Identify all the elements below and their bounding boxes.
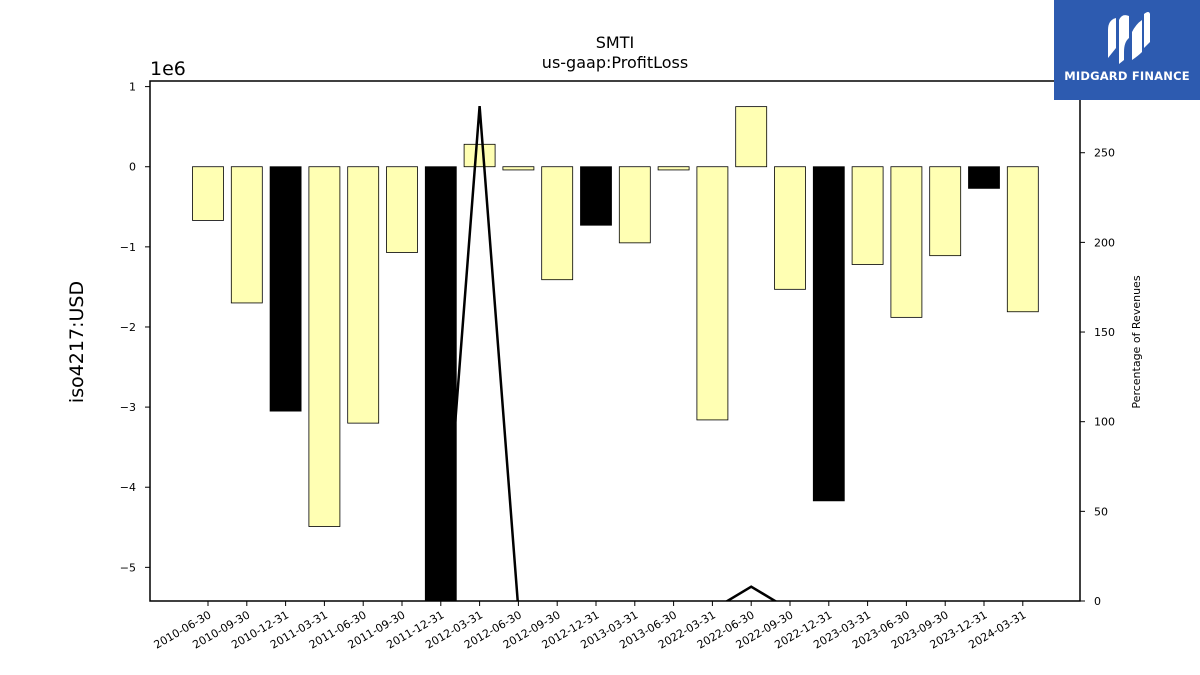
bar-2010-09-30 (230, 166, 263, 304)
y-right-tick-label: 200 (1094, 236, 1115, 249)
bar-2024-03-31 (1006, 166, 1039, 313)
bar-2022-03-31 (696, 166, 729, 421)
bar-group (192, 106, 1039, 601)
x-ticks: 2010-06-302010-09-302010-12-312011-03-31… (152, 601, 1028, 652)
bar-2023-03-31 (851, 166, 884, 265)
bar-2012-06-30 (502, 166, 535, 171)
bar-2022-12-31 (812, 166, 845, 502)
bar-2011-09-30 (386, 166, 418, 253)
bar-2013-06-30 (657, 166, 690, 171)
y-axis-label-right: Percentage of Revenues (1130, 275, 1143, 408)
line-segment-2 (724, 585, 778, 601)
y-tick-label: −2 (120, 321, 136, 334)
plot-frame (149, 80, 1081, 602)
y-right-tick-label: 150 (1094, 326, 1115, 339)
line-group (440, 106, 778, 601)
y-tick-label: −4 (120, 481, 136, 494)
bar-2011-12-31 (424, 166, 457, 601)
y-tick-label: 0 (129, 161, 136, 174)
bar-2010-12-31 (269, 166, 302, 412)
bar-2022-06-30 (735, 106, 768, 168)
y-right-tick-label: 0 (1094, 595, 1101, 608)
bar-2023-06-30 (890, 166, 923, 318)
bar-2013-03-31 (618, 166, 651, 244)
bar-2012-03-31 (463, 143, 496, 168)
y-exponent-label: 1e6 (150, 58, 186, 80)
y-right-tick-label: 100 (1094, 416, 1115, 429)
y-right-tick-label: 50 (1094, 505, 1108, 518)
bar-2012-09-30 (541, 166, 574, 281)
chart-subtitle: us-gaap:ProfitLoss (542, 53, 688, 72)
bar-2022-09-30 (774, 166, 806, 290)
y-tick-label: −5 (120, 561, 136, 574)
logo-text: MIDGARD FINANCE (1064, 69, 1190, 83)
bar-2011-03-31 (308, 166, 341, 527)
chart-title: SMTI (596, 33, 634, 52)
bar-2023-09-30 (929, 166, 962, 257)
bar-2010-06-30 (192, 166, 224, 221)
y-ticks-left: 1 0 −1 −2 −3 −4 −5 (120, 81, 150, 574)
bar-2012-12-31 (580, 166, 612, 226)
y-right-tick-label: 250 (1094, 147, 1115, 160)
y-axis-label: iso4217:USD (66, 281, 88, 403)
bar-2023-12-31 (968, 166, 1000, 189)
logo-mark-icon (1108, 12, 1150, 65)
y-tick-label: 1 (129, 81, 136, 94)
bar-2011-06-30 (347, 166, 380, 424)
brand-logo: MIDGARD FINANCE (1054, 0, 1200, 100)
y-ticks-right: 0 50 100 150 200 250 (1080, 147, 1115, 608)
y-tick-label: −3 (120, 401, 136, 414)
line-segment-1 (440, 106, 519, 601)
y-tick-label: −1 (120, 241, 136, 254)
